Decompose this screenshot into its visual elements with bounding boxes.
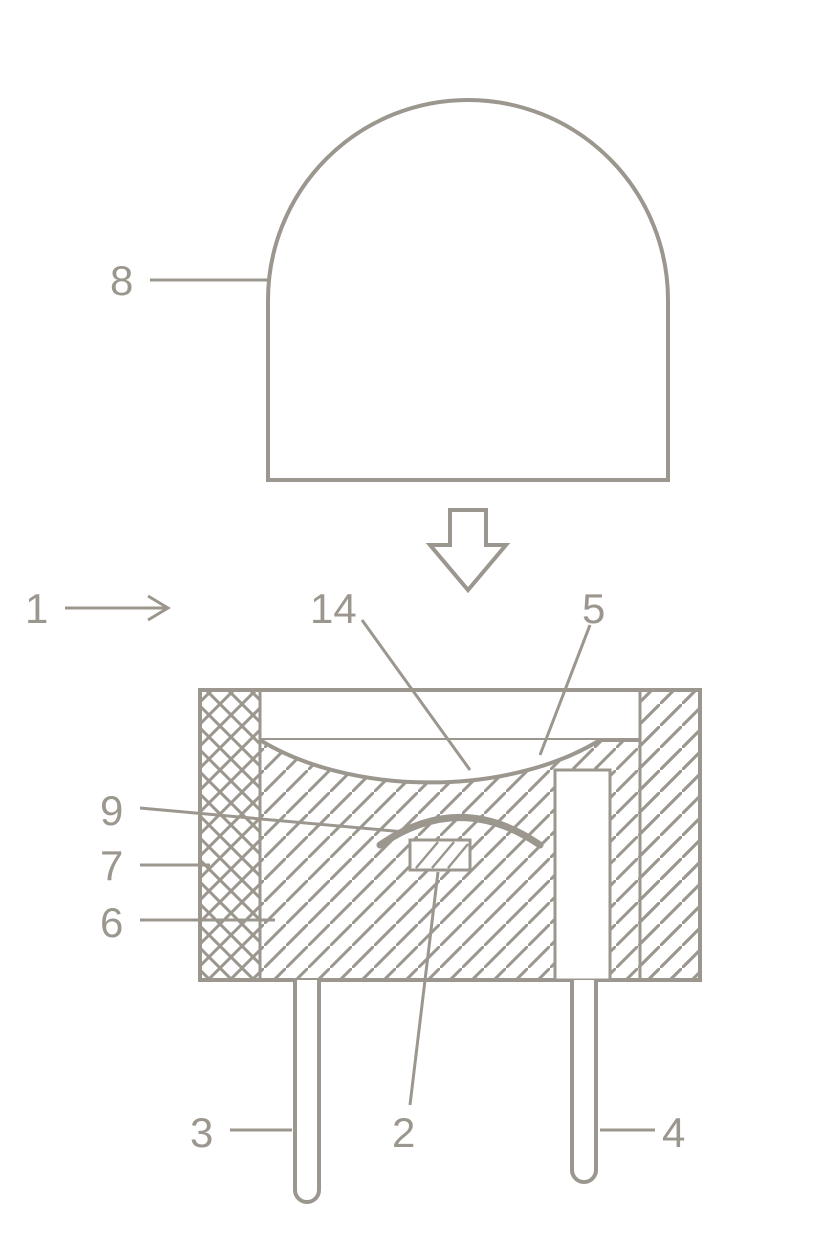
chip [410,840,470,870]
housing [200,690,700,980]
label-2: 2 [392,1112,415,1154]
label-14: 14 [310,588,357,630]
label-9: 9 [100,790,123,832]
label-3: 3 [190,1112,213,1154]
lead-left [295,980,319,1202]
diagram-svg [0,0,831,1255]
diagram-canvas: 1 2 3 4 5 6 7 8 9 14 [0,0,831,1255]
label-8: 8 [110,260,133,302]
label-1: 1 [25,588,48,630]
label-7: 7 [100,845,123,887]
label-5: 5 [582,588,605,630]
label-6: 6 [100,902,123,944]
dome-shape [268,100,668,480]
label-4: 4 [662,1112,685,1154]
arrow-1-icon [65,596,168,620]
down-arrow-icon [430,510,506,590]
lead-right [572,980,596,1182]
